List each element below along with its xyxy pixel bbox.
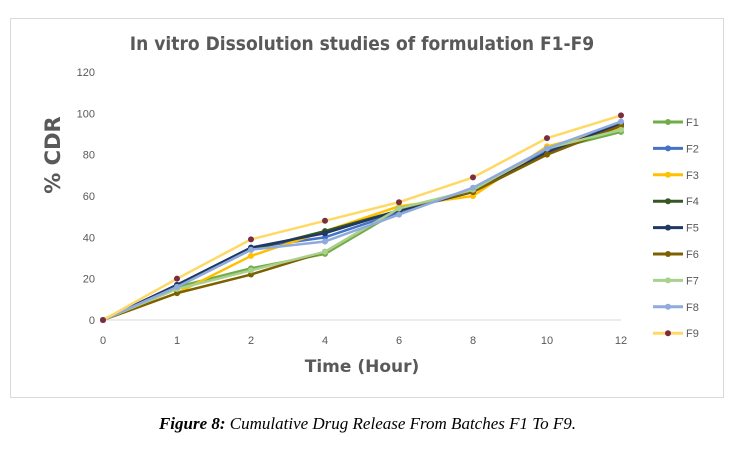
data-point-F5	[322, 230, 328, 237]
legend-label-F9: F9	[686, 328, 699, 340]
legend-marker-F9	[665, 330, 671, 337]
data-point-F8	[174, 283, 180, 290]
y-tick-label: 120	[77, 67, 95, 79]
x-tick-label: 12	[615, 335, 627, 347]
legend-item-F2: F2	[653, 143, 699, 155]
chart-frame	[10, 18, 724, 398]
legend-label-F7: F7	[686, 275, 699, 287]
data-point-F3	[248, 252, 254, 259]
data-point-F9	[618, 112, 624, 119]
data-point-F8	[618, 118, 624, 125]
series-F8	[100, 118, 624, 323]
legend-marker-F8	[665, 303, 671, 310]
legend-marker-F5	[665, 224, 671, 231]
data-point-F8	[396, 211, 402, 218]
x-tick-label: 4	[322, 335, 328, 347]
data-point-F7	[396, 205, 402, 212]
legend-label-F5: F5	[686, 223, 699, 235]
data-point-F2	[322, 234, 328, 241]
legend-label-F3: F3	[686, 170, 699, 182]
legend-marker-F1	[665, 119, 671, 125]
data-point-F8	[322, 238, 328, 245]
data-point-F9	[322, 217, 328, 224]
y-tick-label: 60	[83, 191, 95, 203]
data-point-F8	[470, 184, 476, 191]
legend-label-F6: F6	[686, 249, 699, 261]
caption-label: Figure 8:	[158, 414, 226, 433]
legend-marker-F4	[665, 198, 671, 205]
y-tick-label: 20	[83, 274, 95, 286]
series-line-F5	[102, 122, 622, 322]
legend-item-F3: F3	[653, 170, 699, 182]
data-point-F7	[618, 126, 624, 133]
legend-label-F2: F2	[686, 143, 699, 155]
legend-marker-F2	[665, 145, 671, 152]
data-point-F7	[322, 248, 328, 255]
legend-marker-F7	[665, 277, 671, 284]
data-point-F8	[544, 145, 550, 152]
legend-label-F1: F1	[686, 117, 699, 129]
data-point-F7	[248, 267, 254, 274]
series-line-F9	[102, 114, 622, 322]
legend-item-F5: F5	[653, 223, 699, 235]
legend-item-F1: F1	[653, 117, 699, 129]
data-point-F3	[470, 193, 476, 199]
legend-label-F4: F4	[686, 196, 699, 208]
legend-item-F9: F9	[653, 328, 699, 340]
x-tick-label: 1	[174, 335, 180, 347]
data-point-F6	[544, 151, 550, 158]
x-axis-label: Time (Hour)	[305, 357, 420, 377]
data-point-F8	[248, 246, 254, 253]
y-tick-label: 40	[83, 232, 95, 244]
legend-item-F6: F6	[653, 249, 699, 261]
data-point-F9	[544, 135, 550, 142]
x-tick-label: 6	[396, 335, 402, 347]
legend-item-F8: F8	[653, 302, 699, 314]
caption-text: Cumulative Drug Release From Batches F1 …	[225, 414, 577, 433]
series-line-F8	[102, 120, 622, 322]
series-F9	[100, 112, 624, 323]
x-tick-label: 8	[470, 335, 476, 347]
data-point-F9	[100, 317, 106, 323]
data-point-F9	[248, 236, 254, 243]
legend-marker-F3	[665, 171, 671, 178]
data-point-F6	[174, 290, 180, 297]
legend-item-F7: F7	[653, 275, 699, 287]
chart-title: In vitro Dissolution studies of formulat…	[130, 33, 594, 55]
y-axis-label: % CDR	[41, 116, 65, 193]
x-tick-label: 2	[248, 335, 254, 347]
x-tick-label: 10	[541, 335, 553, 347]
legend-item-F4: F4	[653, 196, 699, 208]
y-tick-label: 0	[89, 315, 95, 327]
data-point-F9	[470, 174, 476, 181]
chart: In vitro Dissolution studies of formulat…	[41, 33, 699, 377]
y-tick-label: 100	[77, 108, 95, 120]
data-point-F9	[396, 199, 402, 206]
y-tick-label: 80	[83, 150, 95, 162]
legend-label-F8: F8	[686, 302, 699, 314]
data-point-F9	[174, 275, 180, 282]
data-point-F6	[248, 271, 254, 278]
figure-caption: Figure 8: Cumulative Drug Release From B…	[0, 414, 735, 434]
x-tick-label: 0	[100, 335, 106, 347]
data-point-F6	[618, 122, 624, 129]
legend-marker-F6	[665, 251, 671, 257]
